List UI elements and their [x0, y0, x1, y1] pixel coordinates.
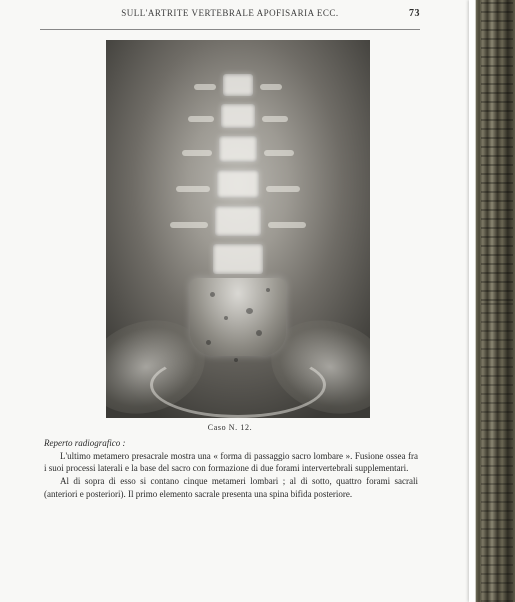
transverse-process	[194, 84, 216, 90]
transverse-process	[264, 150, 294, 156]
artifact	[210, 292, 215, 297]
body-text: Reperto radiografico : L'ultimo metamero…	[44, 436, 418, 501]
artifact	[206, 340, 211, 345]
transverse-process	[170, 222, 208, 228]
transverse-process	[262, 116, 288, 122]
running-header: SULL'ARTRITE VERTEBRALE APOFISARIA ECC. …	[40, 8, 420, 30]
scanned-page: SULL'ARTRITE VERTEBRALE APOFISARIA ECC. …	[0, 0, 515, 602]
figure-caption: Caso N. 12.	[40, 423, 420, 432]
radiograph-figure	[106, 40, 370, 418]
vertebra	[221, 104, 255, 128]
vertebra	[215, 206, 261, 236]
artifact	[224, 316, 228, 320]
transverse-process	[266, 186, 300, 192]
transverse-process	[260, 84, 282, 90]
transverse-process	[268, 222, 306, 228]
pelvic-inlet	[150, 352, 326, 418]
vertebra	[219, 136, 257, 162]
transverse-process	[188, 116, 214, 122]
book-spine-edge	[469, 0, 515, 602]
page-number: 73	[409, 8, 420, 19]
transverse-process	[182, 150, 212, 156]
transverse-process	[176, 186, 210, 192]
vertebra	[213, 244, 263, 274]
section-label: Reperto radiografico :	[44, 438, 126, 448]
artifact	[256, 330, 262, 336]
paragraph: Al di sopra di esso si contano cinque me…	[44, 475, 418, 499]
artifact	[266, 288, 270, 292]
vertebra	[217, 170, 259, 198]
artifact	[234, 358, 238, 362]
sacrum	[190, 278, 286, 356]
paragraph: L'ultimo metamero presacrale mostra una …	[44, 450, 418, 474]
vertebra	[223, 74, 253, 96]
running-title: SULL'ARTRITE VERTEBRALE APOFISARIA ECC.	[40, 8, 420, 18]
artifact	[246, 308, 253, 314]
